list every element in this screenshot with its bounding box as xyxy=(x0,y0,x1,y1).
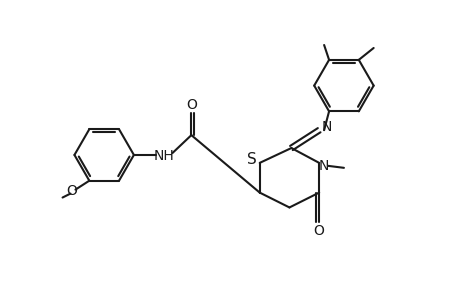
Text: O: O xyxy=(66,184,77,198)
Text: N: N xyxy=(321,120,331,134)
Text: O: O xyxy=(185,98,196,112)
Text: O: O xyxy=(313,224,324,238)
Text: NH: NH xyxy=(153,149,174,163)
Text: S: S xyxy=(246,152,256,167)
Text: N: N xyxy=(318,159,329,173)
